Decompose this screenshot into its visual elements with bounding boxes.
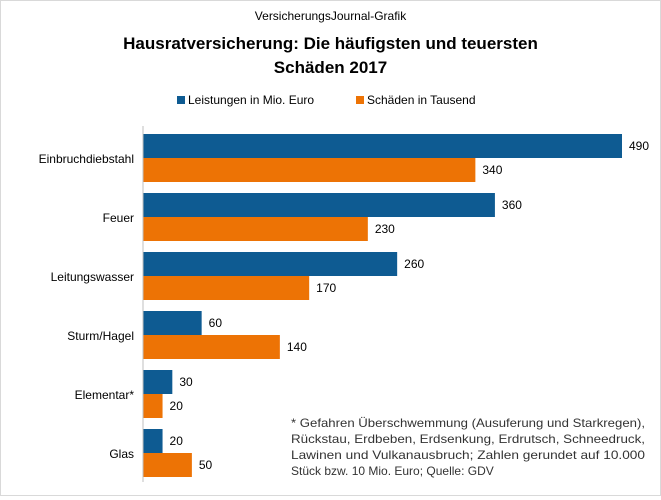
legend-swatch-schaeden bbox=[356, 96, 364, 104]
data-label-glas-series-2: 50 bbox=[199, 458, 213, 472]
category-label-elementar: Elementar* bbox=[75, 388, 135, 402]
data-label-einbruchdiebstahl-series-2: 340 bbox=[482, 163, 502, 177]
bar-feuer-series-2 bbox=[143, 217, 368, 241]
footnote-line-3: Lawinen und Vulkanausbruch; Zahlen gerun… bbox=[291, 448, 645, 462]
bar-glas-series-1 bbox=[143, 429, 163, 453]
data-label-sturm-hagel-series-2: 140 bbox=[287, 340, 307, 354]
bar-feuer-series-1 bbox=[143, 193, 495, 217]
data-label-leitungswasser-series-2: 170 bbox=[316, 281, 336, 295]
data-label-glas-series-1: 20 bbox=[170, 434, 184, 448]
chart-title-line-1: Hausratversicherung: Die häufigsten und … bbox=[123, 34, 538, 53]
data-label-leitungswasser-series-1: 260 bbox=[404, 257, 424, 271]
category-label-leitungswasser: Leitungswasser bbox=[51, 270, 134, 284]
bar-sturm-hagel-series-1 bbox=[143, 311, 202, 335]
data-label-elementar-series-2: 20 bbox=[170, 399, 184, 413]
bar-elementar-series-2 bbox=[143, 394, 163, 418]
data-label-einbruchdiebstahl-series-1: 490 bbox=[629, 139, 649, 153]
category-label-feuer: Feuer bbox=[103, 211, 134, 225]
footnote-line-4: Stück bzw. 10 Mio. Euro; Quelle: GDV bbox=[291, 464, 494, 478]
category-label-sturm-hagel: Sturm/Hagel bbox=[67, 329, 134, 343]
category-label-einbruchdiebstahl: Einbruchdiebstahl bbox=[39, 152, 134, 166]
bar-leitungswasser-series-1 bbox=[143, 252, 398, 276]
legend-swatch-leistungen bbox=[177, 96, 185, 104]
footnote-line-1: * Gefahren Überschwemmung (Ausuferung un… bbox=[291, 416, 645, 430]
footnote: * Gefahren Überschwemmung (Ausuferung un… bbox=[291, 416, 645, 478]
bar-elementar-series-1 bbox=[143, 370, 173, 394]
bar-leitungswasser-series-2 bbox=[143, 276, 310, 300]
source-label: VersicherungsJournal-Grafik bbox=[255, 9, 407, 23]
legend: Leistungen in Mio. Euro Schäden in Tause… bbox=[177, 93, 476, 107]
chart-title-line-2: Schäden 2017 bbox=[274, 58, 387, 77]
data-label-feuer-series-1: 360 bbox=[502, 198, 522, 212]
bar-einbruchdiebstahl-series-1 bbox=[143, 134, 622, 158]
bar-glas-series-2 bbox=[143, 453, 192, 477]
legend-label-leistungen: Leistungen in Mio. Euro bbox=[188, 93, 314, 107]
bar-sturm-hagel-series-2 bbox=[143, 335, 280, 359]
category-label-glas: Glas bbox=[109, 447, 134, 461]
data-label-feuer-series-2: 230 bbox=[375, 222, 395, 236]
legend-label-schaeden: Schäden in Tausend bbox=[367, 93, 476, 107]
footnote-line-2: Rückstau, Erdbeben, Erdsenkung, Erdrutsc… bbox=[291, 432, 645, 446]
plot-area: Einbruchdiebstahl 490 340 Feuer 360 230 Leitun… bbox=[39, 134, 649, 477]
bar-einbruchdiebstahl-series-2 bbox=[143, 158, 476, 182]
data-label-sturm-hagel-series-1: 60 bbox=[209, 316, 223, 330]
data-label-elementar-series-1: 30 bbox=[179, 375, 193, 389]
